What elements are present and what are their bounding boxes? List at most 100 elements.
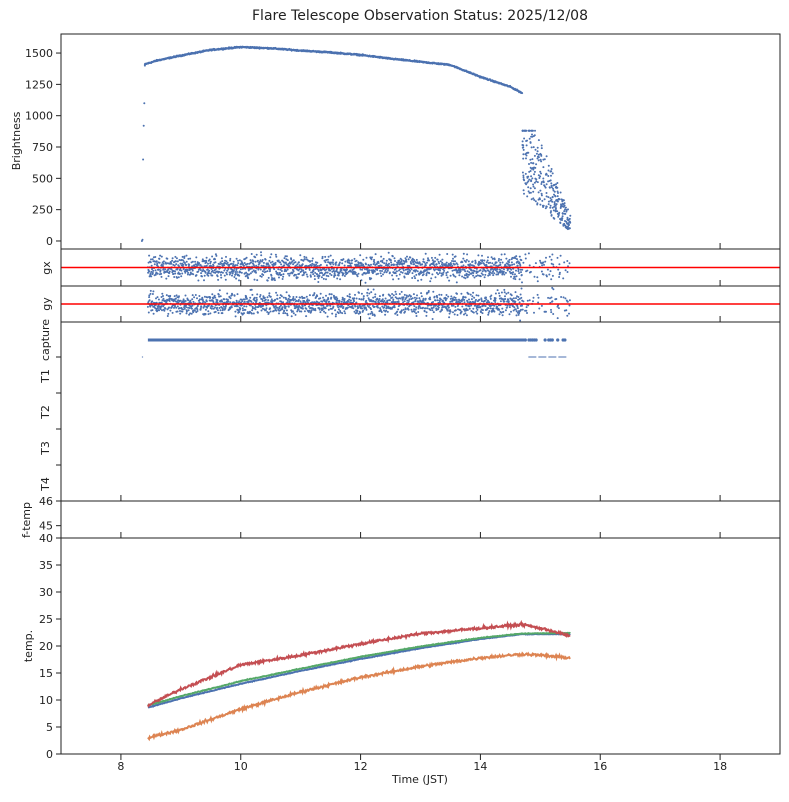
gy-point [216, 299, 219, 302]
gx-point [257, 268, 260, 271]
gy-point [198, 295, 201, 297]
gy-point [406, 307, 409, 310]
gy-point [460, 310, 463, 313]
gy-point [316, 295, 319, 298]
gy-point [466, 301, 469, 303]
brightness-point [561, 212, 564, 215]
brightness-point [556, 200, 559, 202]
gy-point [385, 309, 388, 312]
brightness-point [539, 170, 542, 173]
gx-point [400, 260, 403, 263]
gy-point [359, 311, 362, 314]
gx-point [400, 271, 402, 273]
gx-point [205, 256, 208, 259]
brightness-point [553, 217, 556, 220]
gx-point [317, 270, 320, 272]
brightness-point [531, 133, 533, 136]
gy-point [388, 299, 391, 302]
gy-point [292, 297, 295, 300]
gy-point [218, 307, 221, 309]
brightness-point [561, 215, 564, 218]
gy-point [441, 309, 443, 311]
gx-point [480, 272, 483, 275]
gy-point [510, 310, 512, 313]
gy-point [163, 309, 166, 312]
gx-point [171, 257, 174, 260]
gy-point [465, 309, 468, 312]
gy-point [368, 292, 371, 295]
gy-point [423, 310, 426, 313]
gx-point [545, 256, 547, 259]
gx-point [542, 273, 545, 276]
gx-point [368, 264, 371, 267]
gy-point [292, 312, 295, 315]
gx-point [373, 261, 376, 264]
gy-point [243, 298, 246, 301]
gx-point [299, 254, 302, 257]
gx-point [260, 254, 263, 257]
gy-point [520, 308, 522, 311]
gy-point [431, 309, 434, 312]
gy-point [429, 309, 432, 311]
gx-point [451, 253, 454, 256]
gy-point [397, 300, 400, 303]
gx-point [256, 259, 259, 262]
gx-point [192, 273, 195, 276]
gx-point [185, 264, 188, 266]
gy-point [166, 315, 169, 317]
gy-point [236, 293, 239, 296]
gy-point [307, 305, 310, 308]
gy-point [213, 294, 216, 297]
gy-point [229, 297, 232, 300]
gx-point [425, 261, 428, 264]
gy-point [498, 313, 501, 316]
gx-point [471, 260, 474, 263]
gy-point [447, 295, 450, 298]
gx-point [515, 275, 518, 278]
gx-point [209, 272, 212, 275]
gx-point [173, 276, 176, 278]
gx-point [392, 278, 395, 281]
brightness-point [567, 208, 569, 211]
gy-point [511, 305, 514, 308]
gx-point [317, 281, 320, 283]
brightness-point [522, 148, 525, 151]
gy-point [160, 305, 163, 308]
gy-point [291, 310, 294, 313]
gy-point [383, 309, 385, 312]
gy-point [432, 311, 435, 314]
gy-point [383, 299, 386, 302]
gx-point [262, 274, 265, 276]
gx-point [274, 261, 277, 264]
gx-point [314, 271, 317, 274]
gy-point [308, 294, 311, 297]
gx-point [331, 261, 334, 264]
gx-point [414, 277, 417, 280]
gx-point [503, 268, 505, 271]
gx-point [159, 269, 162, 272]
gx-point [394, 272, 397, 275]
y-tick-label: 46 [39, 495, 53, 508]
brightness-point [549, 206, 552, 209]
gx-point [406, 270, 409, 273]
gy-point [255, 298, 258, 301]
gx-point [267, 276, 270, 279]
gy-point [450, 295, 453, 298]
gy-point [475, 298, 477, 301]
gy-point [566, 314, 569, 317]
gy-point [512, 297, 515, 300]
gx-point [390, 263, 393, 266]
gy-point [271, 300, 274, 302]
gy-point [403, 300, 406, 303]
gx-point [464, 260, 467, 263]
brightness-point [553, 202, 556, 205]
gy-point [161, 292, 164, 295]
brightness-point [530, 180, 533, 183]
gx-point [550, 258, 553, 261]
gy-point [395, 293, 398, 296]
gx-point [285, 270, 288, 272]
gx-point [384, 269, 387, 272]
gy-point [212, 307, 215, 310]
gx-point [358, 261, 360, 264]
gy-point [250, 300, 253, 303]
